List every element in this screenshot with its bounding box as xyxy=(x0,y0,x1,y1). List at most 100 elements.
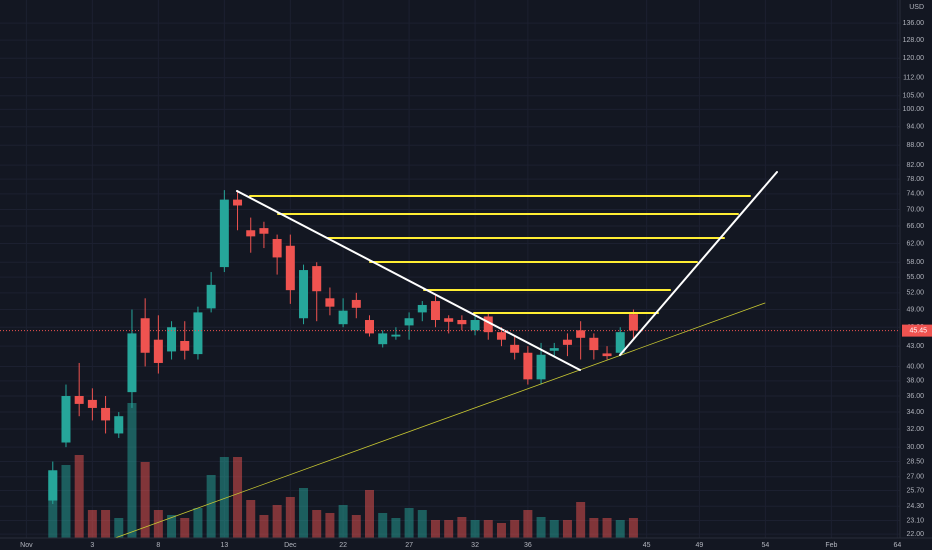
candle-layer xyxy=(48,190,638,504)
volume-bar xyxy=(153,510,163,538)
trend-line[interactable] xyxy=(619,171,778,356)
y-tick-label: 34.00 xyxy=(906,409,924,416)
drawings xyxy=(114,171,778,539)
y-tick-label: 70.00 xyxy=(906,206,924,213)
candle-body xyxy=(193,312,203,355)
volume-layer xyxy=(48,403,638,538)
candle-body xyxy=(219,199,229,268)
volume-bar xyxy=(87,510,97,538)
candle-body xyxy=(48,470,58,501)
candle-body xyxy=(272,239,282,258)
volume-bar xyxy=(615,520,625,538)
candle-body xyxy=(483,316,493,333)
candle-body xyxy=(470,320,480,331)
candle-body xyxy=(153,339,163,363)
y-tick-label: 74.00 xyxy=(906,191,924,198)
candle-body xyxy=(206,284,216,309)
y-tick-label: 62.00 xyxy=(906,240,924,247)
volume-bar xyxy=(219,457,229,538)
y-tick-label: 128.00 xyxy=(903,37,925,44)
y-tick-label: 38.00 xyxy=(906,378,924,385)
candle-body xyxy=(430,301,440,321)
y-tick-label: 105.00 xyxy=(903,93,925,100)
candle-body xyxy=(140,318,150,353)
volume-bar xyxy=(325,513,335,538)
volume-bar xyxy=(74,455,84,538)
y-tick-label: 22.00 xyxy=(906,531,924,538)
volume-bar xyxy=(589,518,599,538)
candle-body xyxy=(167,327,177,352)
y-tick-label: 30.00 xyxy=(906,444,924,451)
y-tick-label: 55.00 xyxy=(906,274,924,281)
x-tick-label: 36 xyxy=(524,542,532,549)
candle-body xyxy=(246,230,256,237)
volume-bar xyxy=(140,462,150,538)
x-tick-label: 27 xyxy=(405,542,413,549)
volume-bar xyxy=(576,502,586,538)
volume-bar xyxy=(378,513,388,538)
candle-body xyxy=(391,334,401,337)
candle-body xyxy=(615,332,625,353)
candle-body xyxy=(351,299,361,308)
volume-bar xyxy=(114,518,124,538)
volume-bar xyxy=(101,510,111,538)
volume-bar xyxy=(285,497,295,538)
candle-body xyxy=(602,353,612,357)
volume-bar xyxy=(365,490,375,538)
x-tick-label: Dec xyxy=(284,542,297,549)
y-tick-label: 100.00 xyxy=(903,106,925,113)
volume-bar xyxy=(233,457,243,538)
currency-label[interactable]: USD xyxy=(909,4,924,11)
volume-bar xyxy=(483,520,493,538)
volume-bar xyxy=(259,515,269,538)
candle-body xyxy=(562,339,572,345)
volume-bar xyxy=(127,403,137,538)
candle-body xyxy=(285,245,295,291)
candle-body xyxy=(127,333,137,393)
candle-body xyxy=(628,314,638,331)
y-tick-label: 82.00 xyxy=(906,162,924,169)
volume-bar xyxy=(246,500,256,538)
volume-bar xyxy=(470,520,480,538)
y-tick-label: 58.00 xyxy=(906,259,924,266)
candle-body xyxy=(338,310,348,325)
volume-bar xyxy=(628,518,638,538)
candle-body xyxy=(549,348,559,351)
candle-body xyxy=(312,266,322,292)
volume-bar xyxy=(206,475,216,538)
candle-body xyxy=(510,344,520,353)
y-tick-label: 88.00 xyxy=(906,142,924,149)
y-tick-label: 78.00 xyxy=(906,176,924,183)
candle-body xyxy=(417,304,427,313)
volume-bar xyxy=(510,520,520,538)
candle-body xyxy=(325,298,335,307)
candle-body xyxy=(457,320,467,325)
y-tick-label: 52.00 xyxy=(906,290,924,297)
volume-bar xyxy=(48,470,58,538)
volume-bar xyxy=(417,510,427,538)
x-tick-label: 22 xyxy=(339,542,347,549)
candle-body xyxy=(299,270,309,319)
volume-bar xyxy=(496,523,506,538)
grid xyxy=(0,0,900,538)
volume-bar xyxy=(167,515,177,538)
last-price-label: 45.45 xyxy=(909,327,927,334)
y-tick-label: 94.00 xyxy=(906,124,924,131)
volume-bar xyxy=(523,510,533,538)
trend-line[interactable] xyxy=(114,302,766,539)
trend-line[interactable] xyxy=(236,190,581,371)
candle-body xyxy=(576,330,586,338)
candle-body xyxy=(114,416,124,434)
candle-body xyxy=(259,228,269,234)
y-tick-label: 40.00 xyxy=(906,363,924,370)
x-tick-label: Nov xyxy=(20,542,33,549)
candle-body xyxy=(589,337,599,351)
x-tick-label: 54 xyxy=(761,542,769,549)
volume-bar xyxy=(430,520,440,538)
y-tick-label: 25.70 xyxy=(906,487,924,494)
x-tick-label: 64 xyxy=(893,542,901,549)
volume-bar xyxy=(444,520,454,538)
